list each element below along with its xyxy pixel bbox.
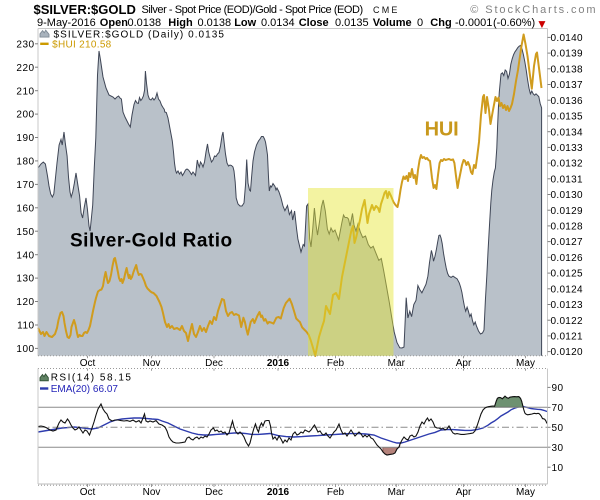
- svg-text:Mar: Mar: [388, 487, 406, 498]
- svg-text:0.0122: 0.0122: [551, 316, 584, 327]
- svg-text:0.0139: 0.0139: [551, 49, 584, 60]
- svg-text:0.0140: 0.0140: [551, 33, 584, 44]
- svg-text:2016: 2016: [267, 358, 290, 369]
- svg-text:0.0120: 0.0120: [551, 347, 584, 358]
- svg-text:0.0136: 0.0136: [551, 96, 584, 107]
- svg-text:Dec: Dec: [205, 487, 223, 498]
- svg-text:0.0132: 0.0132: [551, 159, 584, 170]
- svg-text:May: May: [516, 358, 535, 369]
- svg-text:70: 70: [552, 403, 564, 414]
- svg-text:Feb: Feb: [327, 358, 345, 369]
- svg-text:Silver-Gold Ratio: Silver-Gold Ratio: [70, 231, 233, 252]
- svg-text:0.0134: 0.0134: [551, 127, 584, 138]
- svg-text:0.0131: 0.0131: [551, 174, 584, 185]
- svg-text:May: May: [516, 487, 535, 498]
- svg-text:150: 150: [16, 227, 34, 238]
- svg-text:0.0126: 0.0126: [551, 253, 584, 264]
- svg-text:Nov: Nov: [143, 487, 161, 498]
- svg-text:0.0133: 0.0133: [551, 143, 584, 154]
- svg-text:220: 220: [16, 63, 34, 74]
- svg-text:10: 10: [552, 463, 564, 474]
- svg-text:Oct: Oct: [80, 358, 96, 369]
- svg-text:Mar: Mar: [388, 358, 406, 369]
- svg-text:210: 210: [16, 86, 34, 97]
- svg-text:0.0127: 0.0127: [551, 237, 584, 248]
- svg-text:50: 50: [552, 423, 564, 434]
- svg-text:120: 120: [16, 297, 34, 308]
- svg-text:Apr: Apr: [456, 487, 472, 498]
- svg-text:Feb: Feb: [327, 487, 345, 498]
- svg-text:2016: 2016: [267, 487, 290, 498]
- svg-text:$HUI 210.58: $HUI 210.58: [52, 40, 112, 51]
- svg-text:160: 160: [16, 203, 34, 214]
- svg-text:Oct: Oct: [80, 487, 96, 498]
- svg-text:EMA(20) 66.07: EMA(20) 66.07: [51, 384, 119, 395]
- svg-text:0.0137: 0.0137: [551, 80, 584, 91]
- svg-text:170: 170: [16, 180, 34, 191]
- svg-text:0.0128: 0.0128: [551, 222, 584, 233]
- svg-text:0.0129: 0.0129: [551, 206, 584, 217]
- svg-text:140: 140: [16, 250, 34, 261]
- svg-text:190: 190: [16, 133, 34, 144]
- svg-text:$SILVER:$GOLD (Daily) 0.0135: $SILVER:$GOLD (Daily) 0.0135: [54, 30, 226, 41]
- svg-text:0.0124: 0.0124: [551, 284, 584, 295]
- svg-text:Dec: Dec: [205, 358, 223, 369]
- svg-text:Apr: Apr: [456, 358, 472, 369]
- svg-text:100: 100: [16, 344, 34, 355]
- svg-text:0.0138: 0.0138: [551, 64, 584, 75]
- svg-text:130: 130: [16, 274, 34, 285]
- svg-text:0.0135: 0.0135: [551, 112, 584, 123]
- svg-text:0.0130: 0.0130: [551, 190, 584, 201]
- svg-text:90: 90: [552, 383, 564, 394]
- svg-text:230: 230: [16, 39, 34, 50]
- svg-text:0.0121: 0.0121: [551, 332, 584, 343]
- svg-text:0.0123: 0.0123: [551, 300, 584, 311]
- svg-text:HUI: HUI: [425, 118, 459, 140]
- svg-text:200: 200: [16, 110, 34, 121]
- svg-text:110: 110: [17, 321, 34, 332]
- svg-text:RSI(14) 58.15: RSI(14) 58.15: [51, 372, 133, 383]
- svg-text:Nov: Nov: [143, 358, 161, 369]
- svg-text:180: 180: [16, 157, 34, 168]
- svg-text:30: 30: [552, 443, 564, 454]
- svg-text:0.0125: 0.0125: [551, 269, 584, 280]
